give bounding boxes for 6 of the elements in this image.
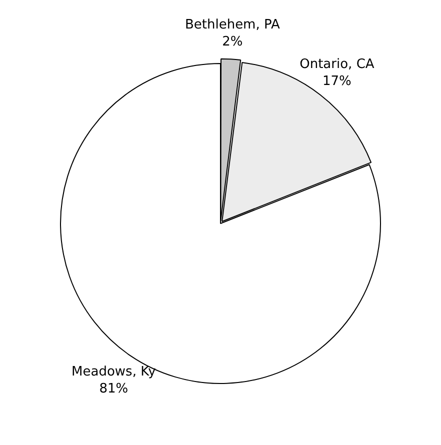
data-label: 81% <box>99 382 128 397</box>
slice-label: Meadows, Ky <box>72 364 156 380</box>
slice-label: Ontario, CA <box>300 57 374 72</box>
data-label: 2% <box>222 34 243 50</box>
data-label: 17% <box>322 74 352 90</box>
slice-label: Bethlehem, PA <box>184 18 280 33</box>
